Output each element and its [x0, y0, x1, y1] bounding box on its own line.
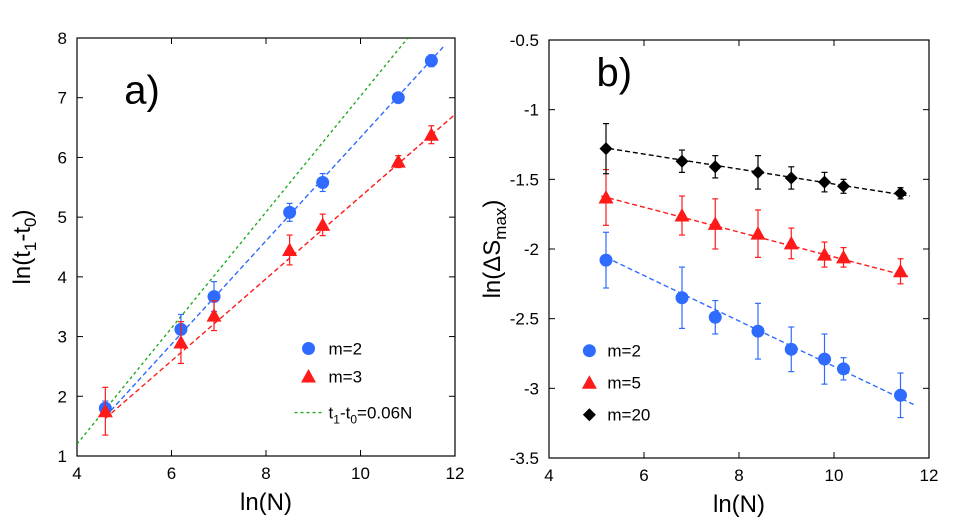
- legend-label: m=2: [329, 340, 363, 359]
- x-tick-label: 8: [261, 464, 270, 483]
- legend-label: m=20: [607, 406, 650, 425]
- y-axis-label: ln(ΔSmax): [479, 200, 510, 299]
- data-point: [173, 335, 189, 349]
- legend-label: m=2: [607, 342, 641, 361]
- data-point: [894, 186, 907, 200]
- y-tick-label: -1: [524, 101, 539, 120]
- y-tick-label: -2: [524, 240, 539, 259]
- data-point: [424, 54, 438, 68]
- data-point: [750, 226, 766, 240]
- chart-panel-2: 4 6 8 10 12 -3.5 -3 -2.5 -2 -1.5 -1 -0.5 ln(N) ln(ΔSm…: [479, 31, 938, 518]
- y-tick-label: 5: [58, 208, 67, 227]
- data-point: [818, 175, 831, 189]
- data-point: [818, 352, 831, 366]
- data-point: [599, 142, 613, 156]
- series-m=5: [598, 168, 911, 285]
- y-tick-label: -2.5: [510, 310, 539, 329]
- legend-label: m=5: [607, 374, 641, 393]
- data-point: [206, 308, 222, 322]
- data-point: [674, 208, 690, 222]
- data-point: [894, 388, 907, 402]
- x-axis-label: ln(N): [240, 489, 292, 516]
- y-tick-label: 7: [58, 89, 67, 108]
- y-tick-label: 8: [58, 29, 67, 48]
- data-point: [751, 165, 765, 179]
- y-tick-label: -3.5: [510, 449, 539, 468]
- x-tick-label: 12: [446, 464, 465, 483]
- data-point: [423, 127, 439, 141]
- data-point: [708, 160, 722, 174]
- series-m=3: [97, 113, 455, 436]
- legend-label: t1-t0=0.06N: [329, 404, 413, 427]
- x-axis-label: ln(N): [713, 491, 765, 518]
- data-point: [675, 291, 689, 305]
- data-point: [97, 403, 113, 418]
- data-point: [207, 290, 221, 304]
- data-point: [708, 310, 722, 324]
- data-point: [283, 205, 297, 219]
- series-m=2: [599, 231, 916, 419]
- data-point: [817, 247, 832, 261]
- y-tick-label: -3: [524, 379, 539, 398]
- x-tick-label: 6: [167, 464, 176, 483]
- fit-line: [104, 113, 455, 419]
- panel-label: b): [597, 51, 633, 95]
- data-point: [599, 253, 613, 267]
- legend-marker: [302, 342, 316, 356]
- x-tick-label: 8: [734, 466, 743, 485]
- series-m=20: [599, 122, 911, 200]
- x-tick-label: 10: [825, 466, 844, 485]
- legend-label: m=3: [329, 368, 363, 387]
- x-tick-label: 6: [639, 466, 648, 485]
- legend: m=2 m=3 t1-t0=0.06N: [294, 340, 413, 427]
- x-tick-label: 4: [72, 464, 81, 483]
- y-axis-label: ln(t1-t0): [9, 210, 40, 285]
- legend-marker: [582, 344, 596, 358]
- data-point: [784, 171, 798, 185]
- data-point: [837, 179, 850, 193]
- legend-marker: [301, 369, 317, 383]
- data-point: [783, 235, 799, 250]
- data-point: [316, 176, 330, 190]
- data-point: [707, 216, 723, 230]
- x-tick-label: 12: [920, 466, 939, 485]
- y-tick-label: 6: [58, 148, 67, 167]
- y-tick-label: 3: [58, 328, 67, 347]
- data-point: [598, 189, 614, 204]
- y-tick-label: 1: [58, 447, 67, 466]
- data-point: [784, 342, 798, 356]
- plot-area: [77, 38, 455, 445]
- y-tick-label: -0.5: [510, 31, 539, 50]
- fit-line: [601, 195, 911, 278]
- legend-marker: [582, 408, 596, 422]
- panel-label: a): [124, 69, 160, 113]
- y-tick-label: -1.5: [510, 170, 539, 189]
- chart-panel-1: 4 6 8 10 1212345678ln(N)ln(t1-t0)a)m=2m=3t1-…: [9, 29, 464, 516]
- legend-marker: [581, 375, 597, 389]
- data-point: [751, 324, 765, 338]
- x-tick-label: 4: [544, 466, 553, 485]
- data-point: [837, 362, 850, 376]
- x-tick-label: 10: [351, 464, 370, 483]
- fit-line: [104, 46, 444, 418]
- data-point: [391, 91, 405, 105]
- data-point: [282, 242, 298, 256]
- legend: m=2 m=5 m=20: [581, 342, 650, 425]
- y-tick-label: 2: [58, 387, 67, 406]
- data-point: [390, 154, 406, 168]
- data-point: [836, 249, 851, 264]
- data-point: [315, 217, 331, 231]
- series-m=2: [98, 46, 444, 418]
- data-point: [675, 154, 689, 168]
- plot-area: [598, 122, 916, 419]
- y-tick-label: 4: [58, 268, 67, 287]
- data-point: [893, 263, 908, 278]
